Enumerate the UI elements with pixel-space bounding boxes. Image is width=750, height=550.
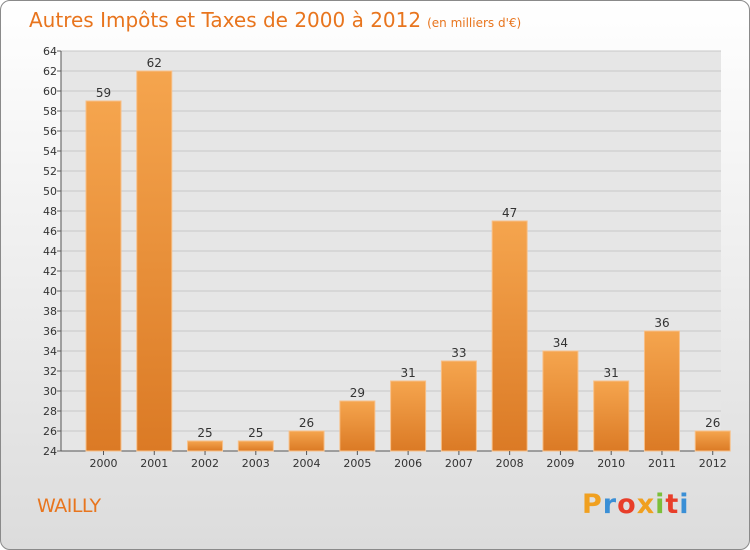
x-tick-label: 2009 [546,457,574,470]
y-tick-label: 38 [43,305,57,318]
bar [643,330,680,452]
y-tick-label: 40 [43,285,57,298]
data-label: 33 [451,346,466,360]
y-tick-label: 50 [43,185,57,198]
data-label: 31 [400,366,415,380]
y-tick-label: 54 [43,145,57,158]
x-tick-label: 2011 [648,457,676,470]
data-label: 47 [502,206,517,220]
y-tick-label: 64 [43,45,57,58]
data-label: 29 [350,386,365,400]
logo-letter: P [582,489,603,520]
x-tick-label: 2008 [496,457,524,470]
logo-letter: i [679,489,690,520]
x-tick-label: 2006 [394,457,422,470]
x-tick-label: 2001 [140,457,168,470]
bar [288,430,325,452]
y-tick-label: 28 [43,405,57,418]
bar [440,360,477,452]
data-label: 36 [654,316,669,330]
y-tick-label: 58 [43,105,57,118]
bar [542,350,579,452]
y-tick-label: 46 [43,225,57,238]
y-tick-label: 26 [43,425,57,438]
bar [237,440,274,452]
x-tick-label: 2010 [597,457,625,470]
data-label: 25 [197,426,212,440]
y-tick-label: 56 [43,125,57,138]
y-tick-label: 30 [43,385,57,398]
data-label: 31 [604,366,619,380]
bar [390,380,427,452]
chart-title: Autres Impôts et Taxes de 2000 à 2012 (en… [29,8,521,32]
data-label: 59 [96,86,111,100]
y-tick-label: 60 [43,85,57,98]
data-label: 34 [553,336,568,350]
data-label: 62 [147,56,162,70]
x-tick-label: 2012 [699,457,727,470]
y-tick-label: 62 [43,65,57,78]
logo-letter: x [636,489,656,520]
proxiti-logo: Proxiti [582,489,690,520]
logo-letter: r [602,489,618,520]
x-tick-label: 2002 [191,457,219,470]
y-tick-label: 44 [43,245,57,258]
x-tick-label: 2004 [293,457,321,470]
logo-letter: o [617,489,637,520]
location-label: WAILLY [37,495,101,517]
bar [491,220,528,452]
bar [694,430,731,452]
bar [85,100,122,452]
y-tick-label: 24 [43,445,57,458]
y-tick-label: 36 [43,325,57,338]
x-tick-label: 2003 [242,457,270,470]
bar [187,440,224,452]
logo-letter: t [665,489,680,520]
bar [593,380,630,452]
y-tick-label: 52 [43,165,57,178]
bar [339,400,376,452]
y-tick-label: 34 [43,345,57,358]
x-tick-label: 2000 [90,457,118,470]
y-tick-label: 32 [43,365,57,378]
x-tick-label: 2007 [445,457,473,470]
title-text: Autres Impôts et Taxes de 2000 à 2012 [29,8,422,32]
y-tick-label: 48 [43,205,57,218]
data-label: 26 [299,416,314,430]
data-label: 25 [248,426,263,440]
data-label: 26 [705,416,720,430]
bar [136,70,173,452]
title-unit: (en milliers d'€) [427,16,522,30]
y-tick-label: 42 [43,265,57,278]
logo-letter: i [655,489,666,520]
x-tick-label: 2005 [343,457,371,470]
